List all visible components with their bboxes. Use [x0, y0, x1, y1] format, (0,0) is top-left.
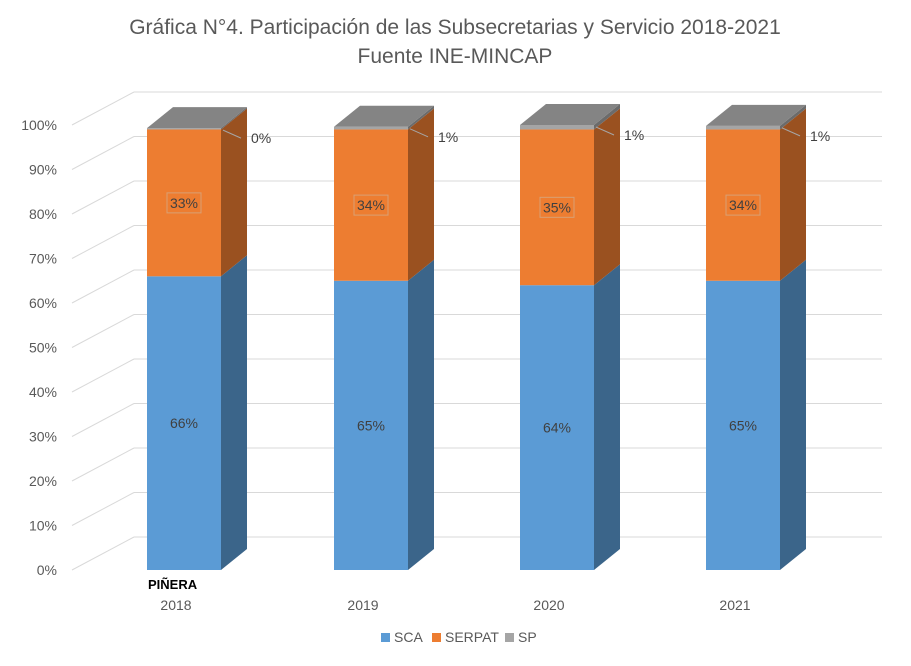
bar-side-serpat-2020 — [594, 108, 620, 286]
data-label-serpat: 34% — [357, 197, 385, 213]
y-tick-label: 30% — [29, 429, 57, 445]
x-tick-label: 2019 — [347, 597, 378, 613]
gridline-floor — [71, 447, 135, 482]
legend-swatch — [505, 633, 514, 642]
legend-swatch — [381, 633, 390, 642]
data-label-sca: 66% — [170, 415, 198, 431]
y-tick-label: 50% — [29, 340, 57, 356]
data-label-box — [725, 194, 761, 216]
chart-title-line2: Fuente INE-MINCAP — [358, 45, 553, 68]
gridline-floor — [71, 403, 135, 437]
data-label-serpat: 33% — [170, 195, 198, 211]
data-label-sp: 0% — [251, 130, 271, 146]
data-label-serpat: 35% — [543, 199, 571, 215]
gridline-floor — [71, 492, 135, 526]
data-label-box — [166, 192, 202, 214]
bar-side-sp-2021 — [780, 104, 806, 130]
x-tick-label: 2018 — [160, 597, 191, 613]
bar-top-2021 — [706, 104, 806, 126]
data-label-box — [539, 196, 575, 218]
bar-group-2020 — [520, 104, 620, 570]
bar-sca-2019 — [334, 280, 408, 570]
bar-serpat-2019 — [334, 129, 408, 281]
bar-sca-2021 — [706, 280, 780, 570]
gridline-floor — [71, 358, 135, 393]
data-label-sp: 1% — [810, 128, 830, 144]
data-label-sca: 65% — [357, 417, 385, 433]
y-tick-label: 20% — [29, 473, 57, 489]
y-tick-label: 10% — [29, 518, 57, 534]
leader-line — [222, 129, 242, 139]
bar-group-2019 — [334, 105, 434, 570]
y-tick-label: 40% — [29, 384, 57, 400]
bar-sp-2019 — [334, 126, 408, 130]
bar-group-2018 — [147, 107, 247, 571]
bar-sca-2018 — [147, 276, 221, 570]
bar-side-serpat-2019 — [408, 108, 434, 281]
data-label-sca: 65% — [729, 417, 757, 433]
leader-line — [781, 127, 801, 137]
legend: SCA SERPAT SP — [381, 629, 537, 645]
bar-side-sca-2020 — [594, 264, 620, 570]
bar-top-2020 — [520, 104, 620, 125]
y-tick-label: 80% — [29, 206, 57, 222]
bar-side-sca-2019 — [408, 259, 434, 570]
gridline-floor — [71, 269, 135, 304]
bars — [147, 104, 806, 571]
gridline-floor — [71, 180, 135, 215]
x-tick-label: 2021 — [719, 597, 750, 613]
gridline-floor — [71, 225, 135, 259]
bar-sca-2020 — [520, 285, 594, 570]
legend-label: SP — [518, 629, 537, 645]
bar-side-sp-2020 — [594, 104, 620, 130]
bar-side-sp-2018 — [221, 107, 247, 130]
bar-side-sp-2019 — [408, 105, 434, 130]
chart-title-line1: Gráfica N°4. Participación de las Subsec… — [129, 16, 781, 39]
legend-swatch — [432, 633, 441, 642]
y-tick-label: 100% — [21, 117, 57, 133]
legend-item-sca: SCA — [381, 629, 423, 645]
bar-serpat-2018 — [147, 129, 221, 277]
y-tick-label: 90% — [29, 162, 57, 178]
gridline-floor — [71, 314, 135, 348]
gridline-floor — [71, 91, 135, 126]
gridline-floor — [71, 136, 135, 170]
bar-top-2019 — [334, 105, 434, 127]
bar-serpat-2020 — [520, 129, 594, 286]
data-label-sca: 64% — [543, 420, 571, 436]
gridline-floor — [71, 536, 135, 571]
bar-side-sca-2018 — [221, 255, 247, 571]
bar-top-2018 — [147, 107, 247, 129]
legend-label: SERPAT — [445, 629, 499, 645]
data-label-sp: 1% — [624, 127, 644, 143]
data-labels: 66% 33% 0% 65% 34% 1% 64% 35% 1% 65% 34% 1% — [166, 126, 830, 436]
leader-line — [409, 128, 429, 138]
y-tick-label: 0% — [37, 562, 57, 578]
y-axis-ticks: 0% 10% 20% 30% 40% 50% 60% 70% 80% 90% 100% — [21, 117, 57, 578]
bar-sp-2018 — [147, 128, 221, 130]
legend-item-sp: SP — [505, 629, 537, 645]
x-tick-label: 2020 — [533, 597, 564, 613]
x-axis-ticks: 2018 2019 2020 2021 — [160, 597, 750, 613]
bar-serpat-2021 — [706, 129, 780, 281]
bar-sp-2021 — [706, 125, 780, 130]
data-label-box — [353, 194, 389, 216]
bar-side-serpat-2018 — [221, 108, 247, 277]
bar-sp-2020 — [520, 125, 594, 130]
legend-item-serpat: SERPAT — [432, 629, 499, 645]
y-tick-label: 60% — [29, 295, 57, 311]
category-annotation: PIÑERA — [148, 577, 198, 592]
bar-side-sca-2021 — [780, 259, 806, 570]
data-label-sp: 1% — [438, 129, 458, 145]
bar-side-serpat-2021 — [780, 108, 806, 281]
leader-line — [595, 126, 615, 136]
data-label-serpat: 34% — [729, 197, 757, 213]
bar-group-2021 — [706, 104, 806, 570]
legend-label: SCA — [394, 629, 423, 645]
y-tick-label: 70% — [29, 251, 57, 267]
